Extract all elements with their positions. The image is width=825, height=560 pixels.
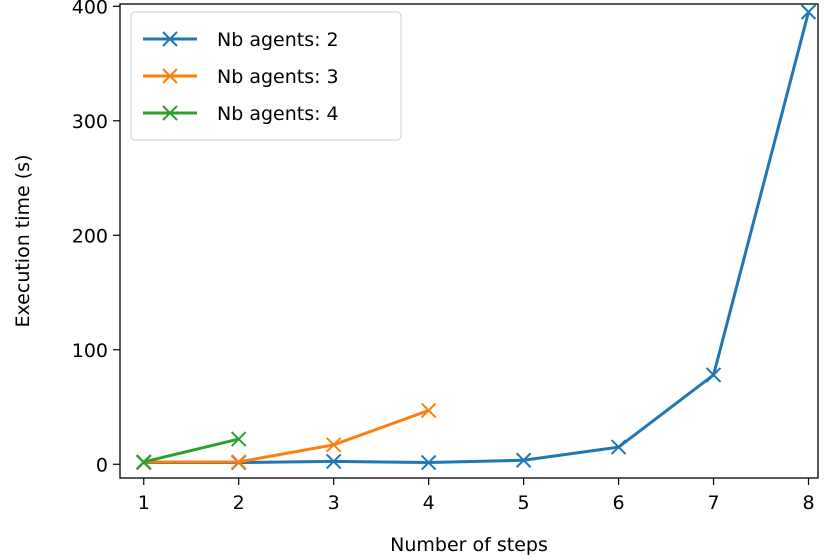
series-1-point xyxy=(420,454,437,471)
legend-item-1: Nb agents: 2 xyxy=(143,29,339,51)
x-axis: 1 2 3 4 5 6 7 8 xyxy=(138,478,815,514)
series-1-point xyxy=(515,452,532,468)
legend-item-3: Nb agents: 4 xyxy=(143,103,339,125)
plot-area xyxy=(136,4,817,471)
y-tick-label: 0 xyxy=(96,454,108,476)
y-tick-label: 400 xyxy=(72,0,108,18)
x-tick-label: 5 xyxy=(518,492,530,514)
series-2-point xyxy=(420,402,437,419)
series-2-point xyxy=(231,454,247,470)
legend-label: Nb agents: 3 xyxy=(217,66,339,88)
series-1-point xyxy=(325,453,342,470)
x-tick-label: 6 xyxy=(613,492,625,514)
x-tick-label: 4 xyxy=(423,492,435,514)
series-3-point xyxy=(136,454,152,470)
legend-marker xyxy=(162,31,178,47)
legend-label: Nb agents: 4 xyxy=(217,103,339,125)
legend-marker xyxy=(162,68,178,84)
series-line-2 xyxy=(143,409,430,464)
x-tick-label: 8 xyxy=(802,492,814,514)
x-tick-label: 3 xyxy=(328,492,340,514)
series-2-point xyxy=(325,437,342,453)
legend: Nb agents: 2 Nb agents: 3 Nb agents: 4 xyxy=(130,11,402,141)
y-tick-label: 300 xyxy=(72,111,108,133)
x-axis-label: Number of steps xyxy=(390,534,548,556)
series-1-point xyxy=(610,439,627,455)
series-3-point xyxy=(231,431,247,447)
series-1-point xyxy=(800,4,817,20)
axes-frame xyxy=(119,3,819,479)
x-tick-label: 2 xyxy=(233,492,245,514)
series-line-1 xyxy=(143,11,810,465)
y-axis-label: Execution time (s) xyxy=(12,155,34,328)
x-tick-label: 7 xyxy=(707,492,719,514)
legend-box xyxy=(130,11,402,141)
series-line-3 xyxy=(143,437,240,464)
legend-label: Nb agents: 2 xyxy=(217,29,339,51)
x-tick-label: 1 xyxy=(138,492,150,514)
y-axis: 0 100 200 300 400 xyxy=(72,0,120,476)
series-1-point xyxy=(705,367,722,383)
y-tick-label: 100 xyxy=(72,340,108,362)
y-tick-label: 200 xyxy=(72,225,108,247)
legend-item-2: Nb agents: 3 xyxy=(143,66,339,88)
legend-marker xyxy=(162,105,178,121)
